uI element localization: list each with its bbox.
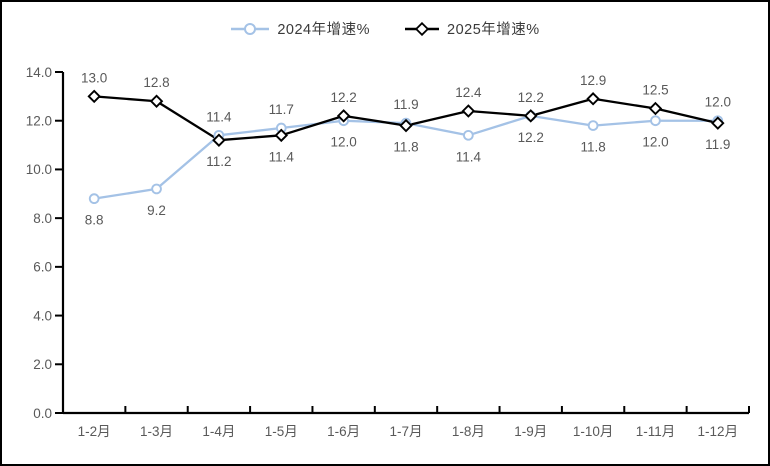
x-axis-category-label: 1-8月 bbox=[452, 424, 485, 439]
data-label-below: 11.4 bbox=[269, 149, 295, 164]
y-axis-tick-label: 2.0 bbox=[33, 357, 52, 372]
x-axis-category-label: 1-12月 bbox=[698, 424, 739, 439]
data-label-above: 13.0 bbox=[81, 70, 107, 85]
data-label-below: 12.0 bbox=[330, 135, 356, 150]
chart-legend: 2024年增速% 2025年增速% bbox=[2, 18, 768, 39]
data-label-above: 12.4 bbox=[455, 85, 482, 100]
data-label-above: 11.9 bbox=[393, 97, 418, 112]
data-label-above: 11.4 bbox=[206, 109, 232, 124]
data-label-below: 11.8 bbox=[393, 140, 418, 155]
data-point-diamond bbox=[212, 133, 226, 147]
data-point-diamond bbox=[648, 101, 663, 116]
x-axis-category-label: 1-3月 bbox=[140, 424, 173, 439]
data-label-below: 11.2 bbox=[206, 154, 231, 169]
y-axis-tick-label: 8.0 bbox=[33, 211, 52, 226]
legend-item-2024: 2024年增速% bbox=[230, 18, 370, 39]
data-label-above: 12.2 bbox=[518, 90, 544, 105]
data-label-above: 12.2 bbox=[330, 90, 356, 105]
x-axis-category-label: 1-9月 bbox=[514, 424, 547, 439]
x-axis-category-label: 1-4月 bbox=[202, 424, 235, 439]
data-label-above: 12.0 bbox=[705, 95, 731, 110]
data-label-below: 11.9 bbox=[705, 137, 730, 152]
data-label-below: 11.4 bbox=[456, 149, 482, 164]
data-point-circle bbox=[587, 120, 599, 131]
y-axis-tick-label: 6.0 bbox=[33, 260, 52, 275]
data-point-diamond bbox=[461, 104, 476, 118]
data-point-diamond bbox=[336, 109, 351, 123]
x-axis-category-label: 1-10月 bbox=[573, 424, 614, 439]
y-axis-tick-label: 4.0 bbox=[33, 308, 52, 323]
data-point-circle bbox=[151, 183, 162, 195]
data-label-below: 12.0 bbox=[642, 135, 668, 150]
y-axis-tick-label: 12.0 bbox=[26, 114, 52, 129]
data-point-diamond bbox=[523, 109, 538, 123]
data-point-diamond bbox=[149, 94, 164, 108]
data-point-diamond bbox=[586, 92, 600, 106]
y-axis-tick-label: 10.0 bbox=[26, 162, 52, 177]
y-axis-tick-label: 14.0 bbox=[26, 65, 52, 80]
data-point-diamond bbox=[711, 116, 725, 130]
data-label-above: 12.8 bbox=[143, 75, 169, 90]
data-point-diamond bbox=[87, 89, 101, 104]
data-label-below: 11.8 bbox=[580, 140, 605, 155]
legend-label-2024: 2024年增速% bbox=[277, 22, 370, 38]
data-label-below: 8.8 bbox=[85, 213, 104, 228]
data-point-diamond bbox=[274, 128, 289, 143]
circle-icon bbox=[231, 22, 270, 35]
data-label-below: 9.2 bbox=[147, 203, 166, 218]
data-point-circle bbox=[463, 129, 474, 141]
x-axis-category-label: 1-11月 bbox=[636, 424, 676, 439]
x-axis-category-label: 1-5月 bbox=[265, 424, 298, 439]
data-point-diamond bbox=[399, 118, 413, 133]
data-label-below: 12.2 bbox=[518, 130, 544, 145]
y-axis-tick-label: 0.0 bbox=[33, 406, 52, 421]
data-point-circle bbox=[88, 193, 100, 205]
legend-item-2025: 2025年增速% bbox=[404, 18, 540, 39]
x-axis-category-label: 1-2月 bbox=[78, 424, 111, 439]
legend-label-2025: 2025年增速% bbox=[447, 22, 540, 38]
diamond-icon bbox=[405, 21, 439, 36]
x-axis-category-label: 1-6月 bbox=[327, 424, 360, 439]
data-label-above: 12.5 bbox=[642, 83, 668, 98]
data-label-above: 12.9 bbox=[580, 73, 606, 88]
data-label-above: 11.7 bbox=[269, 102, 294, 117]
x-axis-category-label: 1-7月 bbox=[389, 424, 422, 439]
data-point-circle bbox=[650, 115, 661, 127]
